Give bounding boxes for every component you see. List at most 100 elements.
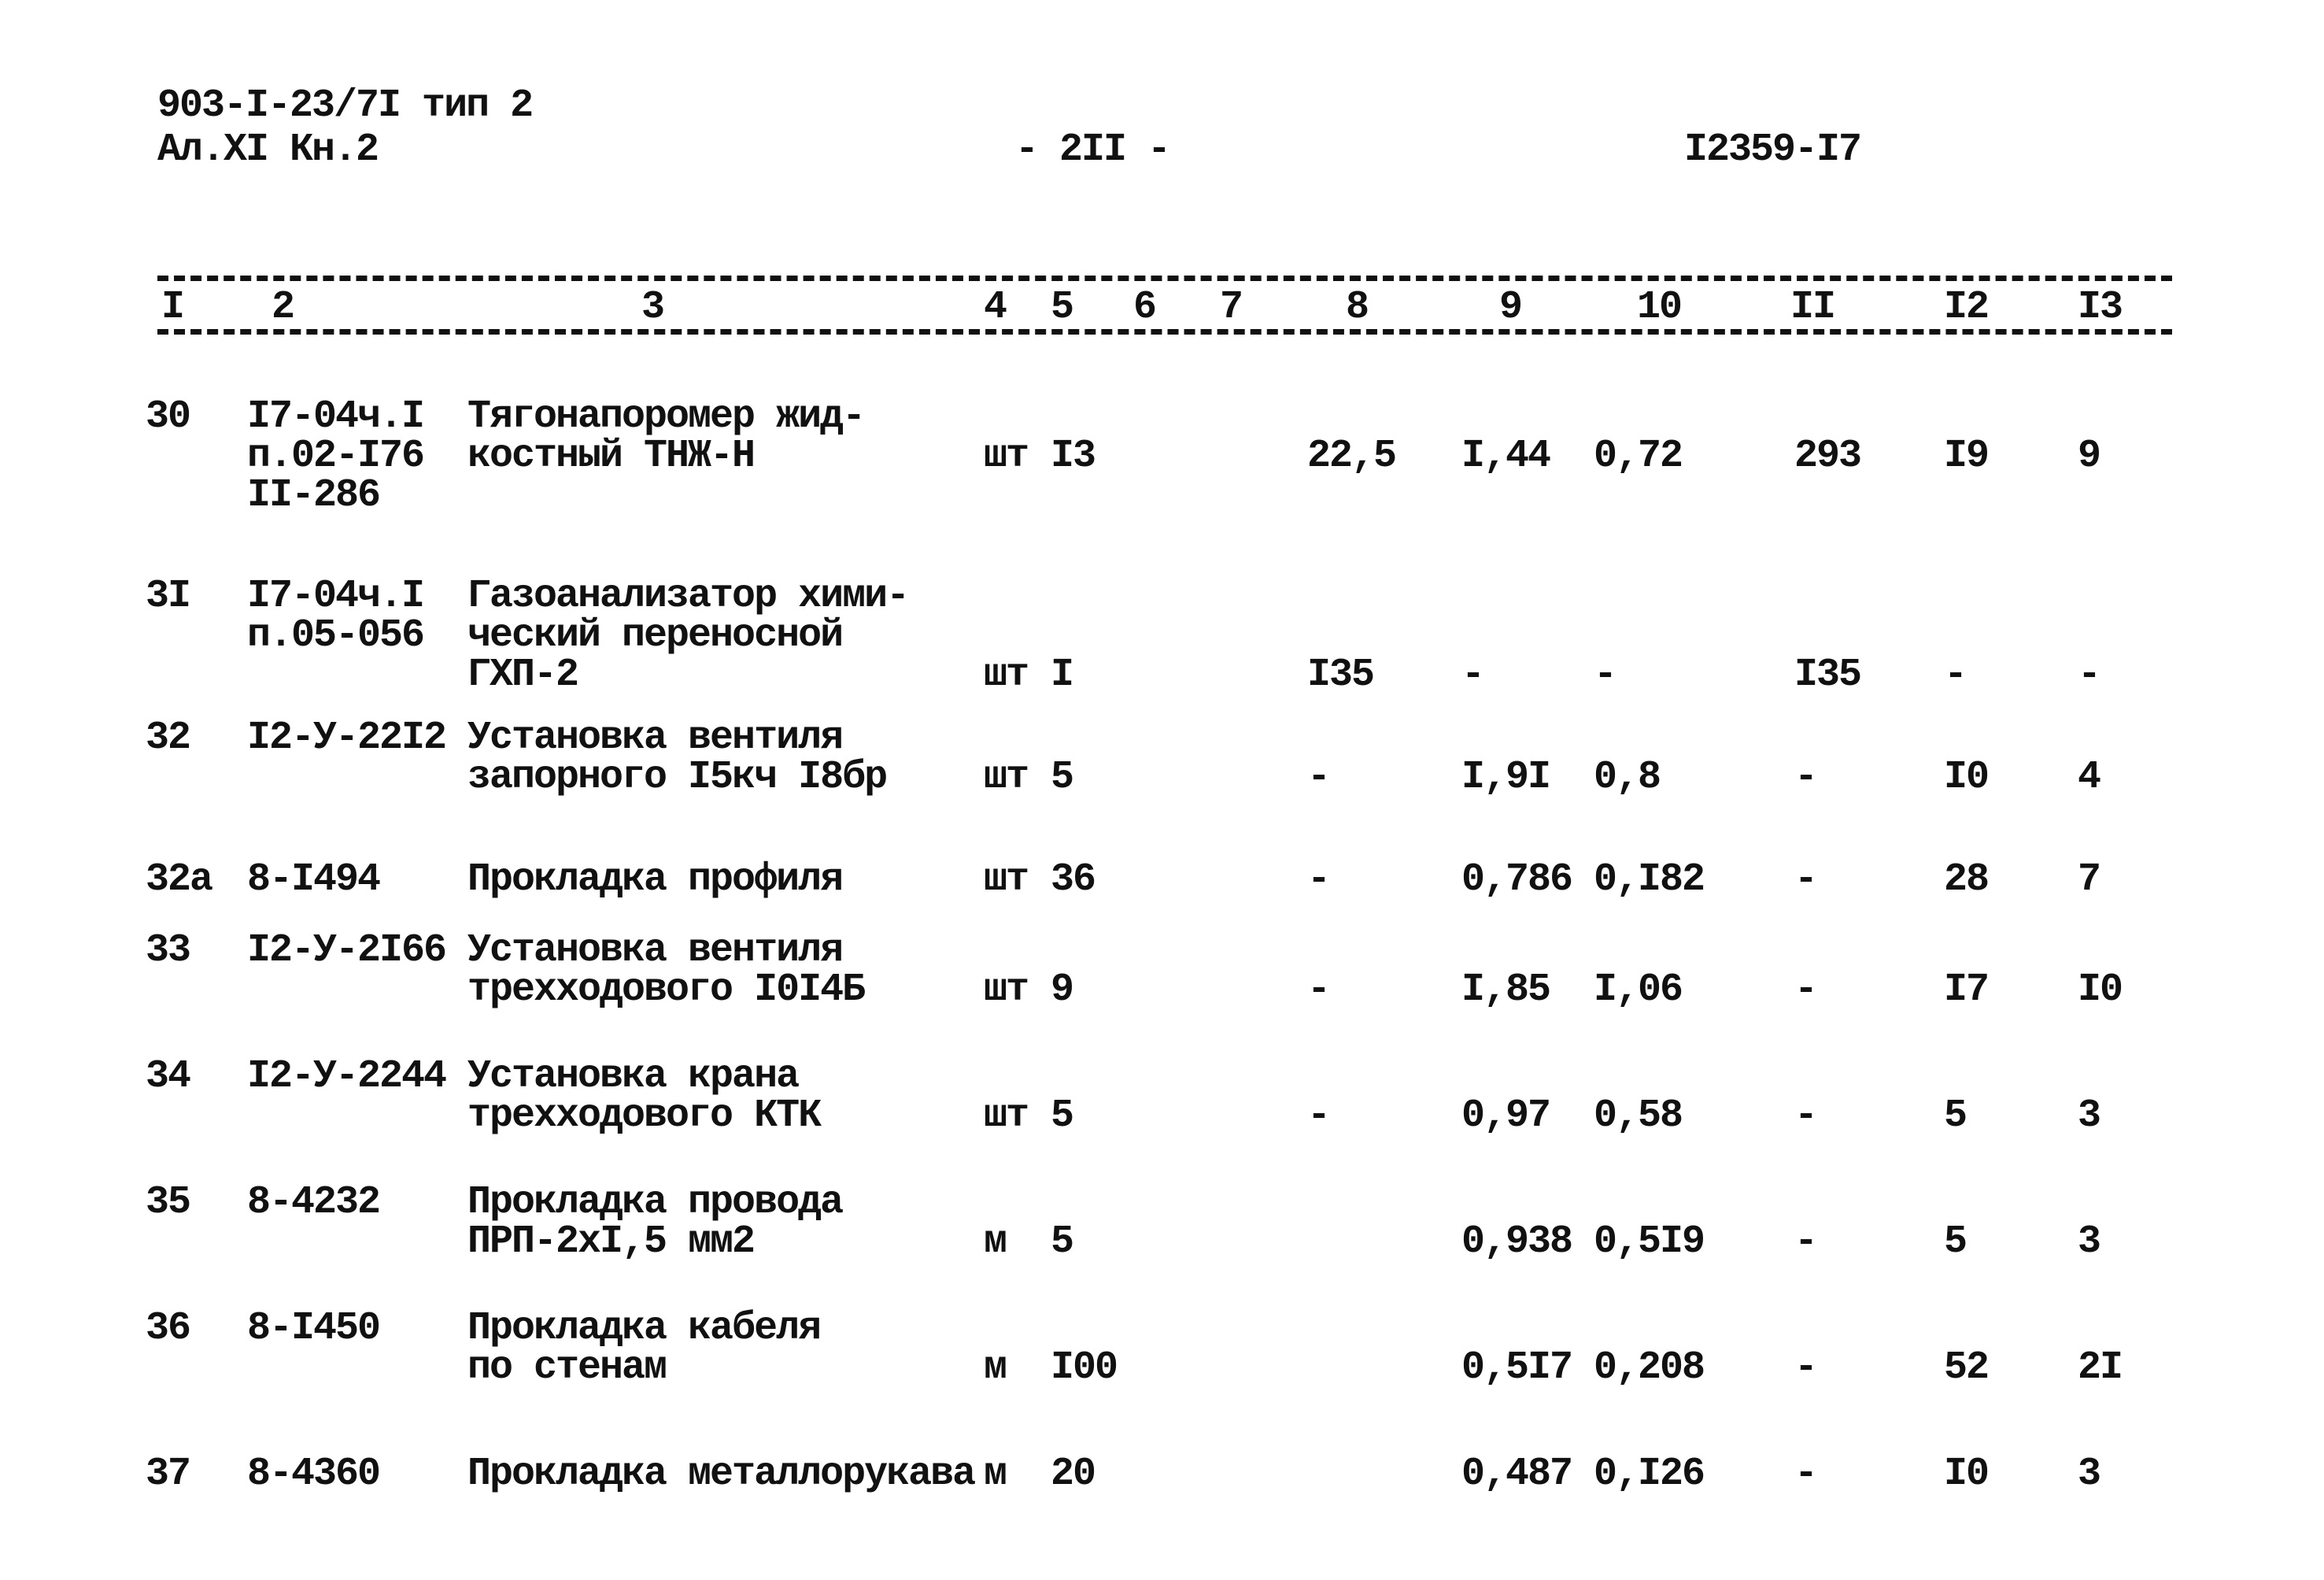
cell-c9: 0,786 bbox=[1461, 857, 1573, 902]
cell-line: ГХП-2 bbox=[467, 653, 579, 697]
column-header-3: 3 bbox=[641, 285, 665, 330]
cell-line: 8-I450 bbox=[247, 1306, 381, 1351]
cell-c12: 5 bbox=[1944, 1093, 1967, 1138]
cell-c8: I35 bbox=[1307, 653, 1375, 697]
cell-line: Установка вентиля bbox=[467, 928, 844, 973]
cell-line: I2-У-22I2 bbox=[247, 716, 447, 760]
column-header-8: 8 bbox=[1346, 285, 1369, 330]
cell-c12: I7 bbox=[1944, 968, 1990, 1012]
cell-code: 8-I494 bbox=[247, 860, 381, 900]
cell-c9: 0,487 bbox=[1461, 1452, 1573, 1497]
cell-c10: 0,I26 bbox=[1594, 1452, 1705, 1497]
cell-code: I2-У-22I2 bbox=[247, 716, 447, 760]
cell-c12: I0 bbox=[1944, 755, 1990, 800]
cell-line: Установка вентиля bbox=[467, 716, 844, 760]
cell-qty: I bbox=[1051, 653, 1074, 697]
cell-qty: 36 bbox=[1051, 857, 1096, 902]
cell-c13: - bbox=[2078, 653, 2101, 697]
cell-c10: - bbox=[1594, 653, 1617, 697]
cell-c10: 0,72 bbox=[1594, 434, 1683, 479]
cell-c11: - bbox=[1794, 755, 1818, 800]
column-header-6: 6 bbox=[1133, 285, 1157, 330]
column-header-7: 7 bbox=[1220, 285, 1243, 330]
cell-name: Тягонапоромер жид-костный ТНЖ-Н bbox=[467, 394, 866, 476]
cell-c11: - bbox=[1794, 1219, 1818, 1264]
cell-unit: м bbox=[984, 1452, 1007, 1497]
cell-line: 8-4232 bbox=[247, 1180, 381, 1225]
cell-name: Прокладка профиля bbox=[467, 857, 844, 902]
cell-unit: шт bbox=[984, 1093, 1029, 1138]
document-code: 903-I-23/7I тип 2 bbox=[157, 83, 534, 128]
cell-line: трехходового КТК bbox=[467, 1093, 822, 1138]
cell-n: 3I bbox=[146, 574, 191, 619]
cell-line: Прокладка металлорукава bbox=[467, 1452, 976, 1497]
sheet-code: I2359-I7 bbox=[1684, 128, 1862, 172]
cell-c9: 0,938 bbox=[1461, 1219, 1573, 1264]
cell-line: трехходового I0I4Б bbox=[467, 968, 866, 1012]
cell-c8: - bbox=[1307, 1093, 1331, 1138]
cell-unit: шт bbox=[984, 653, 1029, 697]
cell-n: 33 bbox=[146, 928, 191, 973]
cell-c10: I,06 bbox=[1594, 968, 1683, 1012]
cell-line: Прокладка профиля bbox=[467, 857, 844, 902]
column-header-9: 9 bbox=[1499, 285, 1523, 330]
cell-qty: 5 bbox=[1051, 1093, 1074, 1138]
cell-c11: - bbox=[1794, 968, 1818, 1012]
cell-line: Тягонапоромер жид- bbox=[467, 394, 866, 439]
cell-line: II-286 bbox=[247, 473, 381, 518]
cell-unit: шт bbox=[984, 857, 1029, 902]
cell-qty: I00 bbox=[1051, 1345, 1118, 1390]
cell-c8: - bbox=[1307, 857, 1331, 902]
cell-c10: 0,5I9 bbox=[1594, 1219, 1705, 1264]
cell-name: Установка крана трехходового КТК bbox=[467, 1057, 822, 1138]
column-header-5: 5 bbox=[1051, 285, 1074, 330]
cell-n: 32а bbox=[146, 857, 213, 902]
album-number: Ал.XI Кн.2 bbox=[157, 128, 379, 172]
cell-name: Газоанализатор хими-ческий переносной ГХП… bbox=[467, 577, 910, 697]
cell-line: по стенам bbox=[467, 1345, 667, 1390]
cell-c10: 0,I82 bbox=[1594, 857, 1705, 902]
cell-c13: 7 bbox=[2078, 857, 2101, 902]
cell-c12: 5 bbox=[1944, 1219, 1967, 1264]
cell-c9: 0,97 bbox=[1461, 1093, 1551, 1138]
cell-c9: I,9I bbox=[1461, 755, 1551, 800]
cell-line: I2-У-2244 bbox=[247, 1054, 447, 1099]
cell-c10: 0,58 bbox=[1594, 1093, 1683, 1138]
cell-line: I7-04ч.I bbox=[247, 574, 425, 619]
cell-code: 8-I450 bbox=[247, 1306, 381, 1351]
cell-line: I7-04ч.I bbox=[247, 394, 425, 439]
cell-line: п.02-I76 bbox=[247, 434, 425, 479]
cell-n: 30 bbox=[146, 394, 191, 439]
column-header-12: I2 bbox=[1944, 285, 1990, 330]
cell-name: Прокладка кабеля по стенам bbox=[467, 1306, 822, 1390]
cell-c13: 2I bbox=[2078, 1345, 2123, 1390]
cell-code: I7-04ч.I п.02-I76 II-286 bbox=[247, 394, 425, 518]
cell-line: 8-4360 bbox=[247, 1452, 381, 1497]
cell-line: Прокладка кабеля bbox=[467, 1306, 822, 1351]
cell-c11: I35 bbox=[1794, 653, 1862, 697]
cell-c13: 3 bbox=[2078, 1219, 2101, 1264]
header-rule-top bbox=[157, 276, 2172, 281]
cell-unit: м bbox=[984, 1345, 1007, 1390]
cell-c11: - bbox=[1794, 1093, 1818, 1138]
cell-line: Прокладка провода bbox=[467, 1180, 844, 1225]
cell-c13: 3 bbox=[2078, 1452, 2101, 1497]
cell-c9: - bbox=[1461, 653, 1485, 697]
cell-unit: шт bbox=[984, 434, 1029, 479]
cell-unit: шт bbox=[984, 968, 1029, 1012]
cell-code: I2-У-2244 bbox=[247, 1054, 447, 1099]
cell-line: запорного I5кч I8бр bbox=[467, 755, 888, 800]
cell-name: Прокладка металлорукава bbox=[467, 1452, 976, 1497]
cell-n: 35 bbox=[146, 1180, 191, 1225]
cell-c9: I,44 bbox=[1461, 434, 1551, 479]
cell-n: 32 bbox=[146, 716, 191, 760]
cell-c11: - bbox=[1794, 857, 1818, 902]
cell-c8: - bbox=[1307, 755, 1331, 800]
cell-c11: - bbox=[1794, 1345, 1818, 1390]
column-header-13: I3 bbox=[2078, 285, 2123, 330]
cell-c13: 9 bbox=[2078, 434, 2101, 479]
column-header-2: 2 bbox=[272, 285, 295, 330]
cell-c12: I9 bbox=[1944, 434, 1990, 479]
cell-c10: 0,208 bbox=[1594, 1345, 1705, 1390]
cell-c11: - bbox=[1794, 1452, 1818, 1497]
